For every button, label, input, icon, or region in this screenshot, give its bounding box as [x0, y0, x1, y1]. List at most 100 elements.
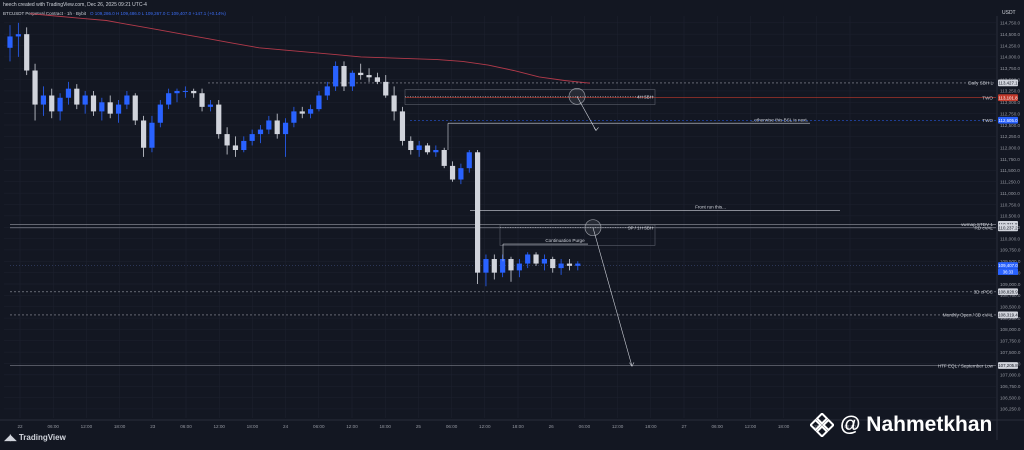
arrow-line-lower [592, 227, 633, 367]
candle-body [533, 254, 539, 264]
symbol-name[interactable]: BTCUSDT Perpetual Contract · 1h · Bybit [3, 11, 86, 16]
candle-body [224, 134, 230, 146]
y-tick-label: 114,750.0 [1000, 21, 1021, 26]
annotation-continuation: Continuation Purge [545, 238, 585, 243]
x-tick-label: 22 [17, 424, 23, 429]
candle-body [232, 145, 239, 150]
level-price-text: 112,605.0 [998, 118, 1018, 123]
level-price-text: 109,407.0 [998, 263, 1018, 268]
candle-body [491, 259, 497, 273]
level-price-text: 113,101.8 [998, 95, 1018, 100]
x-tick-label: 23 [150, 424, 156, 429]
y-tick-label: 114,000.0 [1000, 55, 1021, 60]
x-tick-label: 12:00 [612, 424, 624, 429]
y-tick-label: 112,250.0 [1000, 134, 1021, 139]
candle-body [408, 140, 414, 150]
y-tick-label: 108,750.0 [1000, 293, 1021, 298]
x-tick-label: 12:00 [346, 424, 358, 429]
y-tick-label: 114,500.0 [1000, 32, 1021, 37]
candle-body [324, 86, 330, 96]
level-price-text: 113,427.1 [998, 81, 1018, 86]
price-axis-currency: USDT [1002, 10, 1016, 16]
candle-body [541, 259, 547, 264]
y-tick-label: 110,000.0 [1000, 236, 1021, 241]
candle-body [174, 90, 180, 94]
level-label: Daily SBH L [968, 81, 993, 86]
y-tick-label: 107,750.0 [1000, 339, 1021, 344]
x-tick-label: 06:00 [47, 424, 59, 429]
candle-body [115, 104, 122, 114]
y-tick-label: 109,750.0 [1000, 248, 1021, 253]
level-price-tag [998, 94, 1018, 102]
ohlc-readout: O 109,286.0 H 109,486.0 L 109,267.0 C 10… [89, 11, 226, 16]
y-tick-label: 111,250.0 [1000, 180, 1020, 185]
x-tick-label: 12:00 [479, 424, 491, 429]
candle-body [15, 34, 21, 37]
y-tick-label: 106,500.0 [1000, 395, 1021, 400]
candle-body [257, 129, 264, 135]
candle-body [99, 102, 105, 112]
y-tick-label: 111,500.0 [1000, 168, 1020, 173]
candle-body [182, 90, 188, 92]
x-tick-label: 06:00 [180, 424, 192, 429]
candle-body [433, 150, 439, 153]
level-countdown-tag [998, 268, 1018, 275]
level-price-tag [998, 362, 1018, 369]
x-tick-label: 12:00 [213, 424, 225, 429]
level-price-tag [998, 311, 1018, 319]
binance-logo-icon [810, 413, 834, 437]
vwap-line [29, 13, 591, 84]
candle-body [157, 104, 163, 123]
candle-body [483, 259, 489, 273]
y-tick-label: 108,250.0 [1000, 316, 1021, 321]
candle-body [24, 34, 30, 71]
annotation-front-run: Front run this... [695, 205, 726, 210]
y-tick-label: 110,500.0 [1000, 214, 1021, 219]
level-price-text: 108,319.4 [998, 313, 1018, 318]
symbol-legend: BTCUSDT Perpetual Contract · 1h · Bybit … [3, 11, 226, 16]
x-tick-label: 24 [283, 424, 289, 429]
level-label: Monthly Open / 3D cVAL [943, 313, 994, 318]
tradingview-logo-icon: ◢◣ [4, 432, 17, 442]
candle-body [266, 120, 272, 130]
y-tick-label: 110,750.0 [1000, 202, 1021, 207]
x-tick-label: 18:00 [645, 424, 657, 429]
level-label: RD cVAL [974, 226, 993, 231]
level-price-text: 107,205.8 [998, 363, 1018, 368]
annotation-otherwise: ...otherwise this BSL is next. [750, 118, 808, 123]
candle-body [274, 120, 280, 135]
level-price-tag [998, 79, 1018, 87]
y-tick-label: 113,750.0 [1000, 66, 1021, 71]
candle-body [74, 88, 80, 105]
candle-body [383, 81, 389, 96]
y-tick-label: 111,000.0 [1000, 191, 1020, 196]
y-tick-label: 112,500.0 [1000, 123, 1021, 128]
candle-body [500, 259, 506, 273]
y-tick-label: 112,000.0 [1000, 146, 1021, 151]
x-tick-label: 28 [814, 424, 820, 429]
candle-body [82, 95, 88, 105]
level-label: vwmap STDV 1 [961, 222, 993, 227]
y-tick-label: 107,000.0 [1000, 373, 1021, 378]
candle-body [558, 263, 564, 269]
x-tick-label: 27 [681, 424, 687, 429]
candle-body [65, 88, 72, 98]
level-label: HTF EQL / September Low [938, 363, 994, 368]
candle-body [249, 134, 255, 141]
tradingview-logo[interactable]: ◢◣ TradingView [4, 432, 66, 443]
candle-body [282, 122, 289, 135]
candle-body [241, 140, 247, 150]
candle-body [366, 75, 372, 78]
arrow-head-upper [593, 127, 599, 131]
level-price-text: 110,237.2 [998, 226, 1018, 231]
candle-body [525, 254, 531, 264]
x-tick-label: 18:00 [512, 424, 524, 429]
annotation-1h-sbh: SP / 1H SBH [628, 225, 653, 230]
candle-body [475, 152, 481, 273]
candle-body [449, 165, 456, 180]
candle-body [49, 95, 55, 112]
candle-body [441, 150, 447, 166]
y-tick-label: 113,000.0 [1000, 100, 1021, 105]
y-tick-label: 109,500.0 [1000, 259, 1021, 264]
